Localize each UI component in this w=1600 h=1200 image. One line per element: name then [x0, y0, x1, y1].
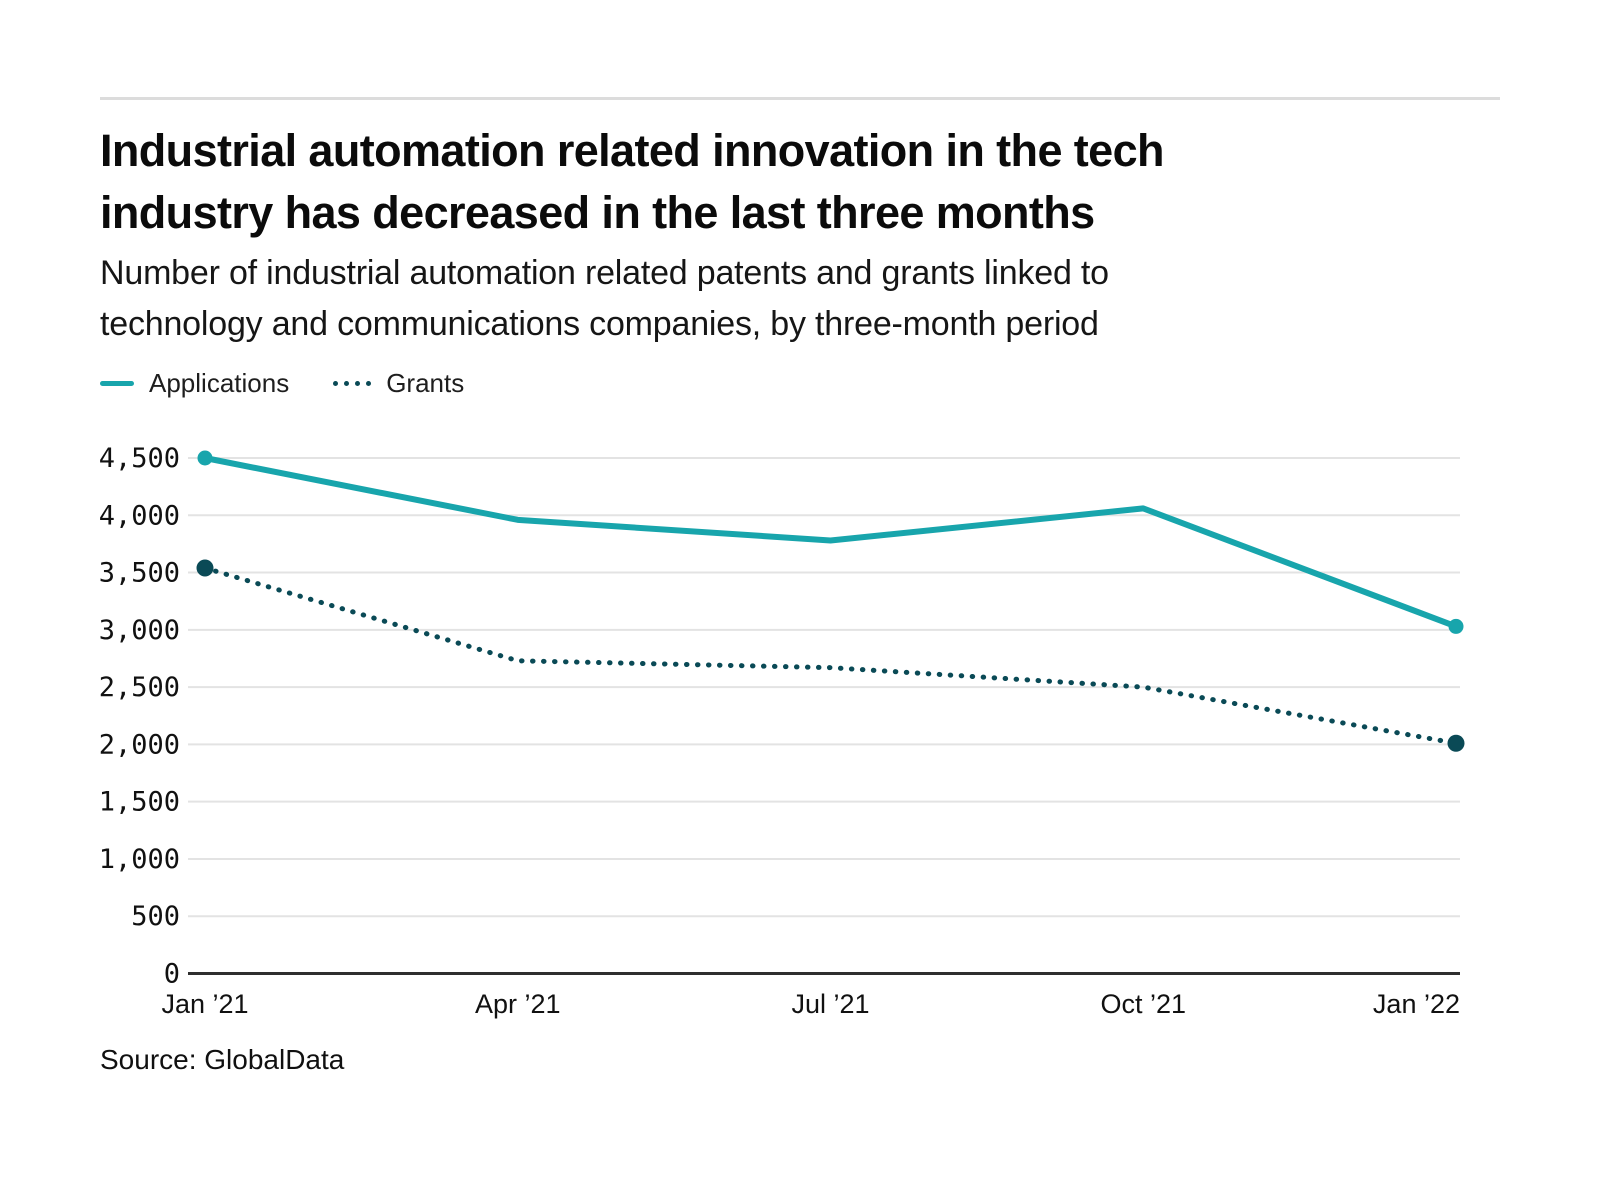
- grants-dotted-swatch: [333, 381, 372, 386]
- x-tick-label: Apr ’21: [475, 989, 561, 1019]
- y-tick-label: 3,500: [100, 558, 180, 589]
- grants-endpoint-marker: [1447, 734, 1465, 752]
- applications-endpoint-marker: [197, 450, 213, 466]
- line-chart-svg: 0 500 1,000 1,500 2,000 2,500 3,000 3,500 4,000 4…: [99, 443, 1465, 1019]
- legend-label-grants: Grants: [386, 368, 465, 398]
- y-tick-label: 4,500: [100, 443, 180, 474]
- x-tick-label: Jan ’21: [161, 989, 248, 1019]
- y-tick-label: 2,500: [100, 672, 180, 703]
- y-tick-label: 4,000: [100, 500, 180, 531]
- x-tick-label: Jul ’21: [791, 989, 869, 1019]
- legend-item-applications: Applications: [100, 368, 289, 399]
- y-tick-label: 2,000: [100, 729, 180, 760]
- x-tick-label: Oct ’21: [1100, 989, 1186, 1019]
- page-title: Industrial automation related innovation…: [100, 120, 1165, 244]
- subtitle-line-2: technology and communications companies,…: [100, 305, 1099, 343]
- applications-endpoint-marker: [1448, 618, 1464, 634]
- legend-item-grants: Grants: [333, 368, 464, 399]
- title-line-1: Industrial automation related innovation…: [100, 125, 1165, 176]
- y-tick-label: 3,000: [100, 615, 180, 646]
- legend-label-applications: Applications: [149, 368, 290, 398]
- applications-line: [204, 455, 1458, 630]
- title-line-2: industry has decreased in the last three…: [100, 187, 1095, 238]
- line-chart: 0 500 1,000 1,500 2,000 2,500 3,000 3,500 4,000 4…: [99, 425, 1500, 1025]
- y-tick-label: 1,000: [100, 844, 180, 875]
- y-tick-label: 500: [131, 901, 180, 932]
- top-divider: [100, 97, 1500, 100]
- grants-line: [202, 565, 1459, 746]
- chart-subtitle: Number of industrial automation related …: [100, 248, 1109, 350]
- source-attribution: Source: GlobalData: [100, 1044, 345, 1075]
- chart-legend: Applications Grants: [100, 368, 464, 399]
- grants-endpoint-marker: [196, 559, 214, 577]
- y-tick-label: 1,500: [100, 787, 180, 818]
- x-tick-label: Jan ’22: [1373, 989, 1460, 1019]
- subtitle-line-1: Number of industrial automation related …: [100, 254, 1109, 292]
- y-tick-label: 0: [164, 959, 180, 990]
- applications-line-swatch: [100, 381, 134, 386]
